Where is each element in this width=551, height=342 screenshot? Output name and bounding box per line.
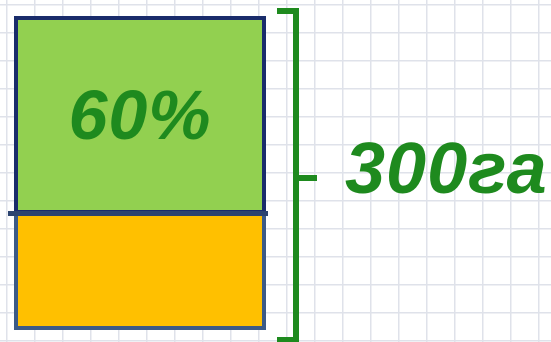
- total-brace-icon: [277, 8, 317, 342]
- part-divider-line: [8, 211, 268, 216]
- remaining-part-box: [14, 212, 266, 330]
- part-60-percent-box: 60%: [14, 16, 266, 214]
- part-percent-label: 60%: [68, 76, 212, 154]
- total-area-label: 300га: [345, 129, 548, 209]
